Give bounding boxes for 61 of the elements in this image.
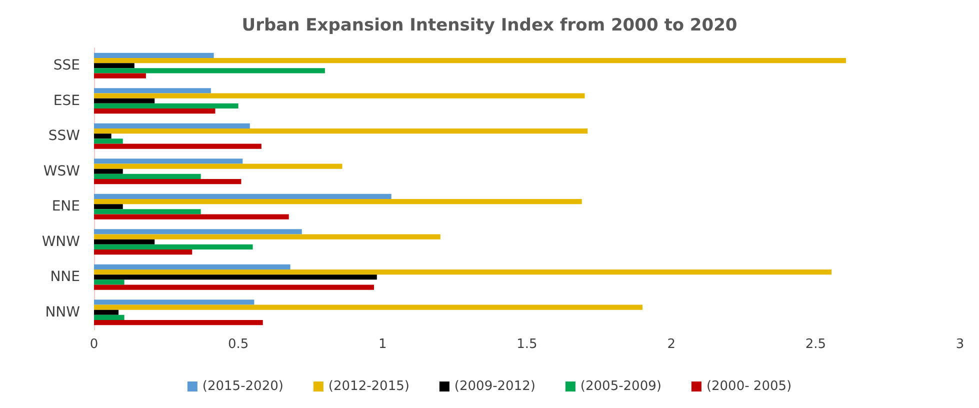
bar (94, 280, 124, 285)
bar (94, 310, 119, 315)
bar (94, 194, 392, 200)
bar (94, 168, 123, 174)
bar (94, 249, 192, 255)
bar (94, 214, 289, 220)
bar (94, 314, 124, 320)
bar (94, 52, 214, 58)
bar (94, 68, 325, 74)
bar (94, 174, 201, 179)
x-tick-label: 3 (956, 337, 964, 352)
legend-label: (2012-2015) (328, 379, 410, 394)
bar (94, 123, 250, 129)
legend-label: (2005-2009) (580, 379, 662, 394)
legend-label: (2009-2012) (454, 379, 536, 394)
y-tick-label: ENE (52, 198, 80, 215)
bar (94, 164, 342, 169)
bar (94, 93, 585, 98)
bar (94, 300, 254, 305)
bar (94, 108, 216, 114)
bar (94, 274, 377, 280)
bar (94, 103, 238, 108)
bar (94, 128, 588, 134)
x-tick-label: 0 (90, 337, 98, 352)
bar (94, 239, 155, 244)
bar (94, 304, 642, 310)
y-tick-label: ESE (53, 92, 80, 109)
y-tick-label: WSW (43, 163, 80, 180)
bar (94, 204, 123, 210)
bar (94, 63, 134, 68)
bar (94, 98, 155, 104)
x-tick-label: 2 (667, 337, 676, 352)
x-tick-label: 0.5 (228, 337, 249, 352)
bar (94, 284, 374, 290)
chart-title: Urban Expansion Intensity Index from 2000 to 2020 (242, 16, 738, 36)
bar (94, 264, 290, 270)
legend-label: (2015-2020) (202, 379, 284, 394)
bar (94, 144, 262, 149)
bar (94, 229, 302, 234)
legend-label: (2000- 2005) (706, 379, 792, 394)
y-tick-label: SSE (53, 58, 80, 74)
bar (94, 58, 846, 64)
bar (94, 158, 243, 164)
y-tick-label: SSW (48, 128, 80, 144)
bar (94, 234, 440, 240)
y-tick-label: WNW (42, 234, 80, 250)
x-tick-label: 1 (378, 337, 387, 352)
y-tick-label: NNE (50, 269, 80, 286)
bar (94, 138, 123, 144)
bar (94, 134, 112, 139)
x-tick-label: 1.5 (516, 337, 538, 352)
bar (94, 88, 211, 94)
bar (94, 320, 263, 326)
bar (94, 199, 582, 204)
bar (94, 270, 832, 275)
y-tick-label: NNW (45, 304, 80, 320)
x-tick-label: 2.5 (805, 337, 826, 352)
bar (94, 209, 201, 214)
bar (94, 244, 253, 250)
bar (94, 73, 146, 78)
bar (94, 178, 242, 184)
